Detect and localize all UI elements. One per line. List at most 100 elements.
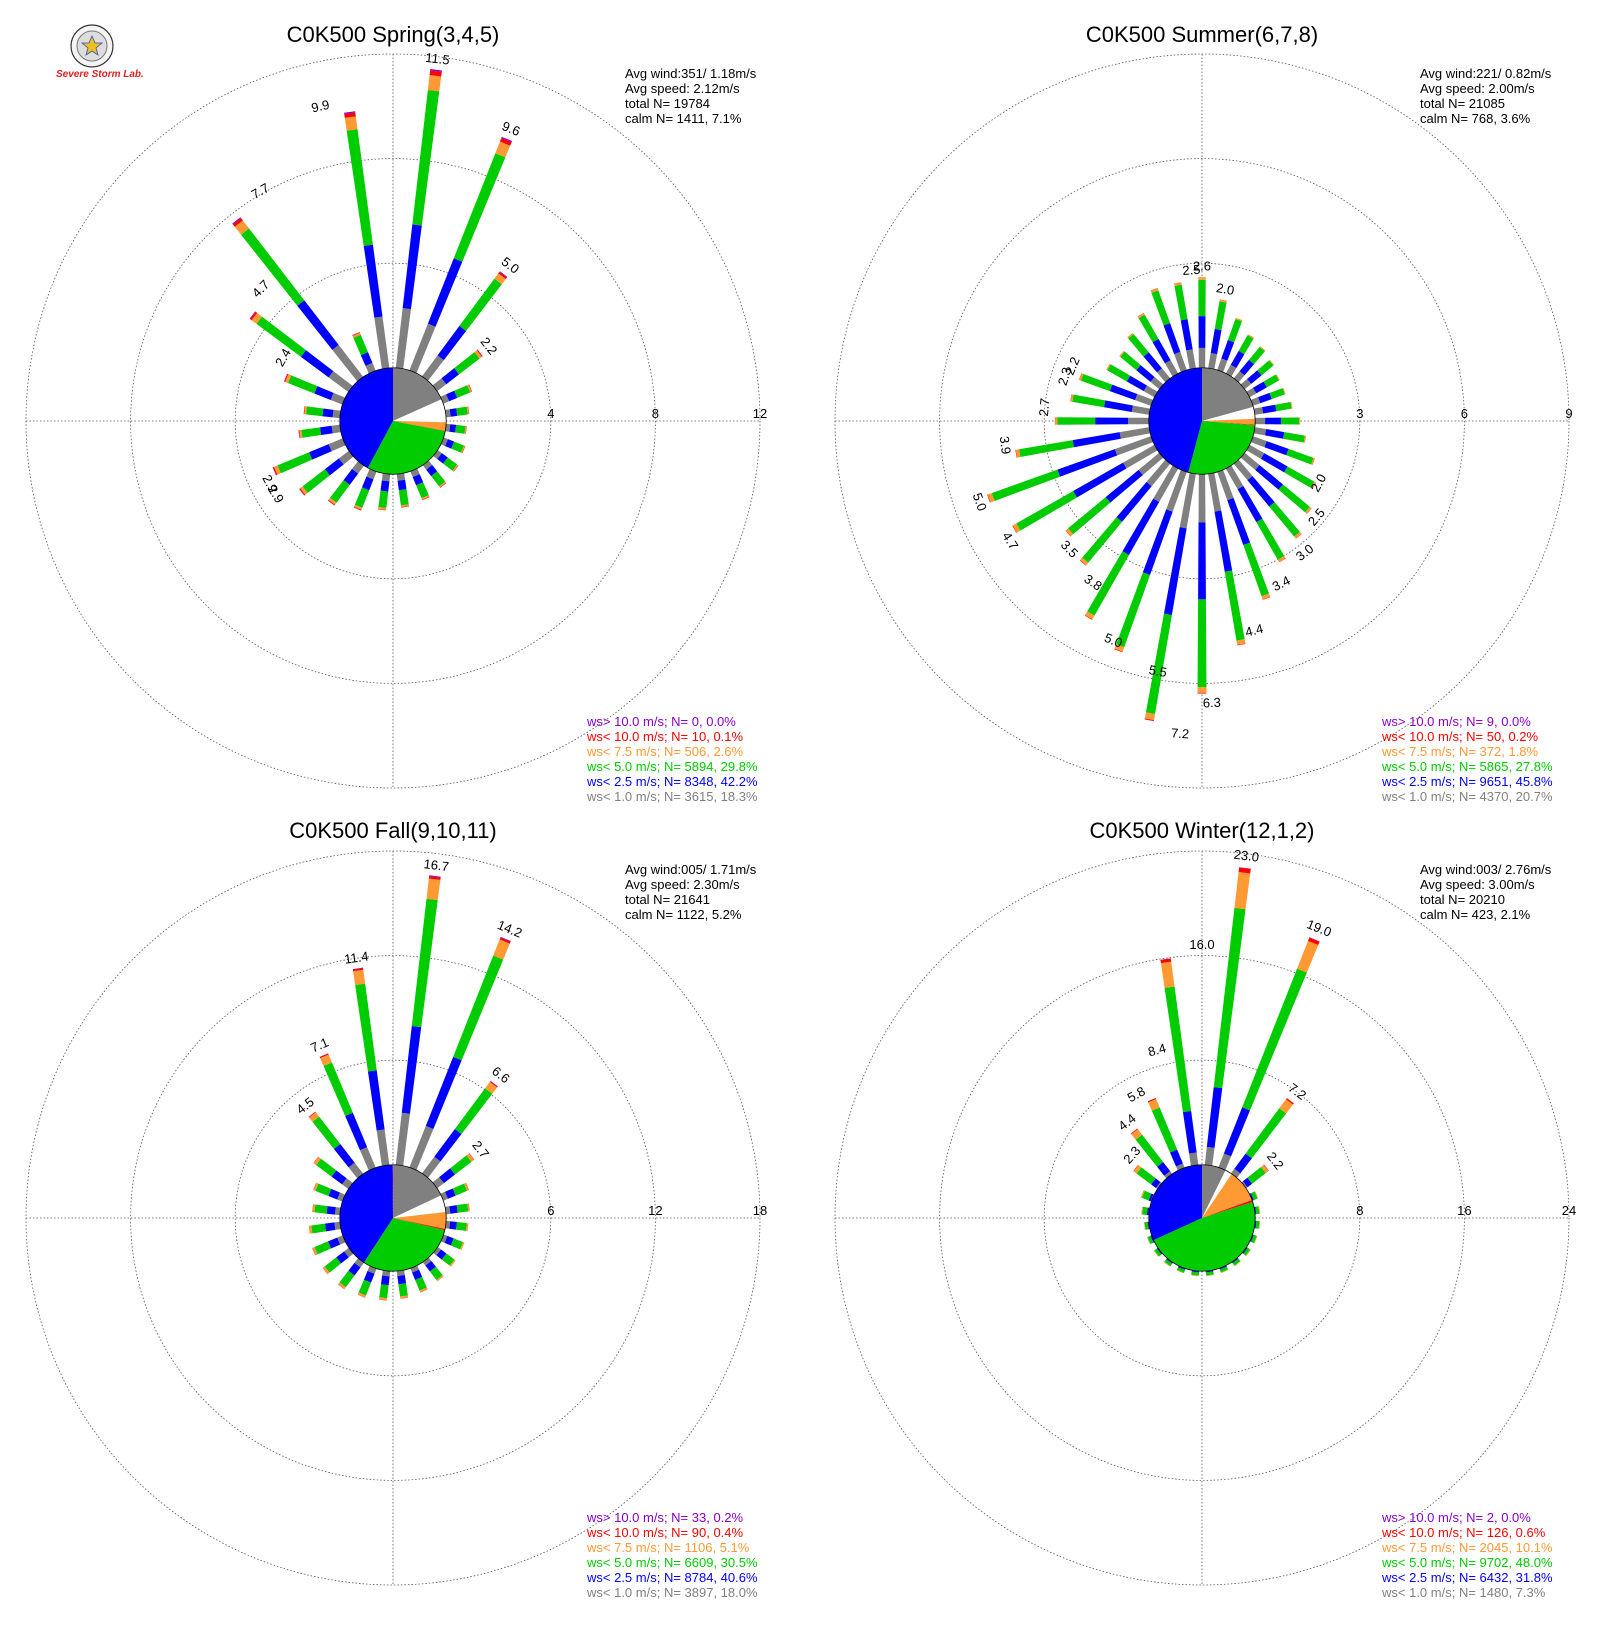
wind-bar-segment xyxy=(416,482,429,499)
wind-bar-segment xyxy=(1284,466,1315,488)
wind-bar-segment xyxy=(464,425,467,434)
wind-bar-segment xyxy=(1122,498,1160,555)
wind-bar-segment xyxy=(1070,394,1072,402)
wind-bar-segment xyxy=(1254,1191,1259,1199)
wind-bar-segment xyxy=(1236,639,1246,645)
wind-bar-segment xyxy=(1247,334,1255,339)
wind-bar-segment xyxy=(379,1284,389,1299)
wind-bar-segment xyxy=(1127,332,1134,339)
center-pie-slice xyxy=(393,367,442,421)
wind-bar-segment xyxy=(352,967,364,970)
wind-bar-segment xyxy=(303,406,306,415)
wind-bar-segment xyxy=(1197,692,1207,694)
wind-bar-segment xyxy=(400,1297,409,1299)
wind-bar-segment xyxy=(434,1128,462,1162)
wind-bar-segment xyxy=(439,1168,456,1184)
wind-bar-segment xyxy=(1015,449,1021,458)
wind-bar-segment xyxy=(355,983,377,1072)
wind-bar-segment xyxy=(1164,1171,1173,1179)
wind-bar-segment xyxy=(1136,365,1155,382)
wind-bar-segment xyxy=(1263,1164,1269,1172)
wind-bar-segment xyxy=(363,1271,375,1283)
wind-bar-segment xyxy=(1264,441,1289,456)
wind-bar-segment xyxy=(1130,1128,1138,1135)
wind-bar-segment xyxy=(427,75,442,92)
wind-bar-segment xyxy=(313,1182,317,1191)
peak-value-label: 7.2 xyxy=(1286,1080,1309,1103)
wind-bar-segment xyxy=(1123,444,1158,469)
wind-bar-segment xyxy=(1144,719,1154,722)
radial-tick-label: 16 xyxy=(1457,1203,1471,1218)
wind-bar-segment xyxy=(1065,528,1074,537)
wind-bar-segment xyxy=(412,89,440,226)
wind-bar-segment xyxy=(395,1112,410,1166)
wind-bar-segment xyxy=(1198,474,1206,523)
wind-bar-segment xyxy=(440,1191,448,1201)
wind-bar-segment xyxy=(1208,472,1222,512)
wind-bar-segment xyxy=(1084,615,1093,620)
wind-bar-segment xyxy=(1147,1235,1154,1244)
wind-bar-segment xyxy=(381,473,391,482)
stats-line: calm N= 1122, 5.2% xyxy=(625,907,742,922)
wind-bar-segment xyxy=(1204,1146,1215,1166)
center-pie-slice xyxy=(1148,367,1202,473)
wind-bar-segment xyxy=(1107,364,1131,382)
wind-bar-segment xyxy=(452,464,459,472)
wind-bar-segment xyxy=(1150,288,1158,291)
wind-bar-segment xyxy=(454,385,471,398)
wind-bar-segment xyxy=(328,371,353,393)
wind-bar-segment xyxy=(300,486,308,495)
legend-entry: ws< 5.0 m/s; N= 9702, 48.0% xyxy=(1381,1555,1553,1570)
wind-bar-segment xyxy=(1239,867,1251,869)
wind-rose-panel: 8 16 2416.023.019.08.45.84.42.37.22.2C0K50… xyxy=(834,818,1576,1600)
wind-bar-segment xyxy=(354,487,370,508)
wind-bar-segment xyxy=(1241,1181,1248,1189)
center-pie-slice xyxy=(1202,1170,1232,1218)
wind-bar-segment xyxy=(1055,417,1058,425)
wind-bar-segment xyxy=(256,316,306,357)
stats-line: total N= 19784 xyxy=(625,96,710,111)
wind-bar-segment xyxy=(1243,1247,1251,1256)
center-pie-slice xyxy=(1202,1173,1253,1218)
wind-bar-segment xyxy=(378,508,387,511)
peak-value-label: 5.0 xyxy=(970,491,990,513)
peak-value-label: 11.4 xyxy=(343,948,369,966)
legend-entry: ws< 10.0 m/s; N= 126, 0.6% xyxy=(1381,1525,1546,1540)
wind-bar-segment xyxy=(1114,644,1125,652)
wind-bar-segment xyxy=(308,1225,311,1234)
legend-entry: ws> 10.0 m/s; N= 33, 0.2% xyxy=(586,1510,744,1525)
wind-bar-segment xyxy=(327,1237,341,1249)
wind-bar-segment xyxy=(495,141,511,158)
wind-bar-segment xyxy=(1126,375,1147,392)
wind-rose-panel: 3 6 92.52.62.02.22.32.73.95.04.7 3.53.85.05… xyxy=(834,22,1573,804)
peak-value-label: 3.5 xyxy=(1058,537,1081,560)
wind-bar-segment xyxy=(1070,394,1074,402)
stats-line: Avg speed: 2.30m/s xyxy=(625,877,740,892)
wind-bar-segment xyxy=(396,1270,405,1277)
wind-bar-segment xyxy=(1308,937,1320,946)
peak-value-label: 2.3 xyxy=(1120,1143,1143,1166)
peak-value-label: 5.8 xyxy=(1125,1083,1148,1105)
wind-bar-segment xyxy=(433,1246,441,1256)
stats-line: Avg wind:005/ 1.71m/s xyxy=(625,862,757,877)
wind-bar-segment xyxy=(445,1220,451,1229)
wind-bar-segment xyxy=(1225,465,1244,490)
wind-bar-segment xyxy=(1223,1107,1251,1157)
peak-value-label: 5.0 xyxy=(1102,630,1124,651)
radial-tick-label: 6 xyxy=(547,1203,554,1218)
peak-value-label: 8.4 xyxy=(1146,1040,1167,1059)
wind-bar-segment xyxy=(353,334,368,356)
wind-bar-segment xyxy=(374,316,390,369)
stats-line: calm N= 1411, 7.1% xyxy=(625,111,742,126)
legend-entry: ws< 7.5 m/s; N= 506, 2.6% xyxy=(586,744,744,759)
wind-bar-segment xyxy=(1138,452,1164,475)
center-pie-slice xyxy=(339,1164,393,1263)
wind-bar-segment xyxy=(304,406,307,415)
wind-bar-segment xyxy=(1219,299,1227,301)
wind-bar-segment xyxy=(320,1054,332,1067)
wind-bar-segment xyxy=(1143,352,1162,373)
wind-bar-segment xyxy=(1256,518,1285,560)
wind-bar-segment xyxy=(1085,611,1095,620)
wind-bar-segment xyxy=(1269,502,1300,537)
wind-bar-segment xyxy=(1242,1177,1253,1188)
